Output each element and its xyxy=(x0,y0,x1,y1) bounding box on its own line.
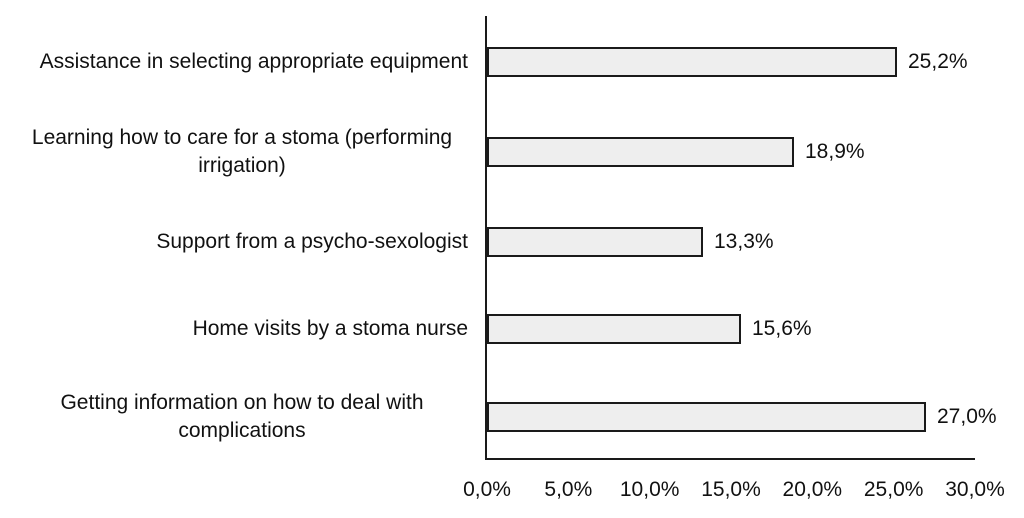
x-axis-tick-label: 5,0% xyxy=(544,478,593,501)
category-label: Learning how to care for a stoma (perfor… xyxy=(31,126,453,177)
value-label: 18,9% xyxy=(805,140,865,163)
category-label: Support from a psycho-sexologist xyxy=(156,230,468,254)
value-label: 13,3% xyxy=(714,230,774,253)
x-axis-tick-label: 15,0% xyxy=(701,478,761,501)
bar xyxy=(487,314,741,344)
category-label: Getting information on how to deal with … xyxy=(60,391,424,442)
bar xyxy=(487,227,703,257)
y-axis-line xyxy=(485,16,487,460)
x-axis-tick-label: 0,0% xyxy=(463,478,511,501)
category-label: Home visits by a stoma nurse xyxy=(192,317,468,341)
value-label: 25,2% xyxy=(908,50,968,73)
x-axis-tick-label: 30,0% xyxy=(945,478,1005,501)
value-label: 27,0% xyxy=(937,405,997,428)
bar xyxy=(487,402,926,432)
x-axis-tick-label: 25,0% xyxy=(863,478,924,501)
x-axis-tick-label: 20,0% xyxy=(782,478,843,501)
bar xyxy=(487,47,897,77)
value-label: 15,6% xyxy=(752,317,812,340)
x-axis-tick-label: 10,0% xyxy=(619,478,680,501)
x-axis-line xyxy=(485,458,975,460)
category-label: Assistance in selecting appropriate equi… xyxy=(39,50,468,74)
bar xyxy=(487,137,794,167)
